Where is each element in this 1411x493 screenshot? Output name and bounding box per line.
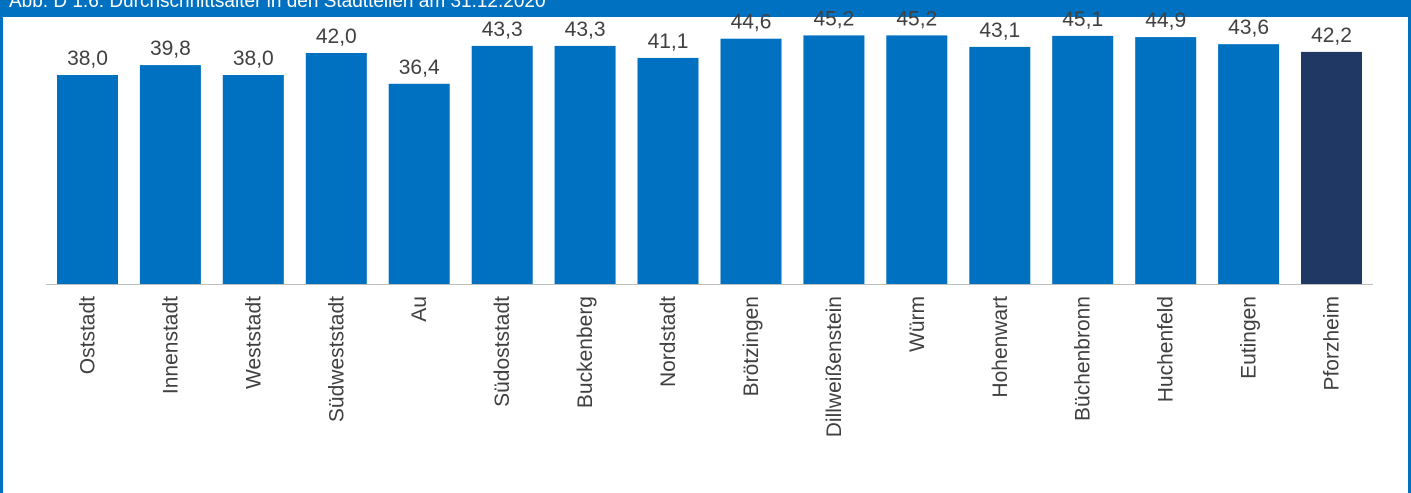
bar-innenstadt xyxy=(139,65,201,284)
bar-brötzingen xyxy=(720,38,782,285)
data-label: 43,3 xyxy=(482,18,523,41)
bar-dillweißenstein xyxy=(803,35,865,285)
category-label: Innenstadt xyxy=(159,296,182,394)
data-label: 45,2 xyxy=(813,7,854,30)
chart-title: Abb. D 1.6: Durchschnittsalter in den St… xyxy=(9,0,546,12)
data-label: 43,3 xyxy=(565,18,606,41)
bar-oststadt xyxy=(57,75,118,284)
chart-header: Abb. D 1.6: Durchschnittsalter in den St… xyxy=(3,0,1411,17)
category-label: Oststadt xyxy=(77,296,100,374)
bar-südweststadt xyxy=(305,53,367,284)
data-label: 44,9 xyxy=(1145,9,1186,32)
bar-hohenwart xyxy=(969,46,1031,285)
bar-würm xyxy=(886,35,948,285)
data-label: 43,1 xyxy=(979,19,1020,42)
data-label: 41,1 xyxy=(648,30,689,53)
category-label: Huchenfeld xyxy=(1155,296,1178,402)
bar-pforzheim xyxy=(1301,51,1362,285)
bar-chart: 38,0 Oststadt 39,8 Innenstadt 38,0 Weststadt 4… xyxy=(46,7,1373,437)
category-label: Würm xyxy=(906,296,929,352)
data-label: 38,0 xyxy=(67,47,108,70)
category-label: Pforzheim xyxy=(1321,296,1344,391)
bar-eutingen xyxy=(1218,44,1280,285)
category-label: Nordstadt xyxy=(657,296,680,387)
data-label: 44,6 xyxy=(731,11,772,34)
bar-nordstadt xyxy=(637,57,699,285)
category-label: Büchenbronn xyxy=(1072,296,1095,421)
bar-büchenbronn xyxy=(1052,35,1114,285)
data-label: 45,2 xyxy=(896,7,937,30)
data-label: 38,0 xyxy=(233,47,274,70)
category-label: Brötzingen xyxy=(740,296,763,396)
data-label: 42,2 xyxy=(1311,24,1352,47)
category-label: Weststadt xyxy=(242,296,265,389)
bar-au xyxy=(388,83,450,284)
data-label: 36,4 xyxy=(399,56,440,79)
category-label: Eutingen xyxy=(1238,296,1261,379)
data-label: 42,0 xyxy=(316,25,357,48)
category-label: Au xyxy=(408,296,431,322)
category-label: Buckenberg xyxy=(574,296,597,408)
data-label: 39,8 xyxy=(150,37,191,60)
bar-huchenfeld xyxy=(1135,37,1197,284)
data-label: 43,6 xyxy=(1228,16,1269,39)
data-label: 45,1 xyxy=(1062,8,1103,31)
category-label: Dillweißenstein xyxy=(823,296,846,437)
bar-buckenberg xyxy=(554,45,616,285)
category-label: Südoststadt xyxy=(491,296,514,407)
bar-weststadt xyxy=(222,75,284,284)
category-label: Hohenwart xyxy=(989,296,1012,398)
bar-südoststadt xyxy=(471,45,533,285)
category-label: Südweststadt xyxy=(325,296,348,422)
